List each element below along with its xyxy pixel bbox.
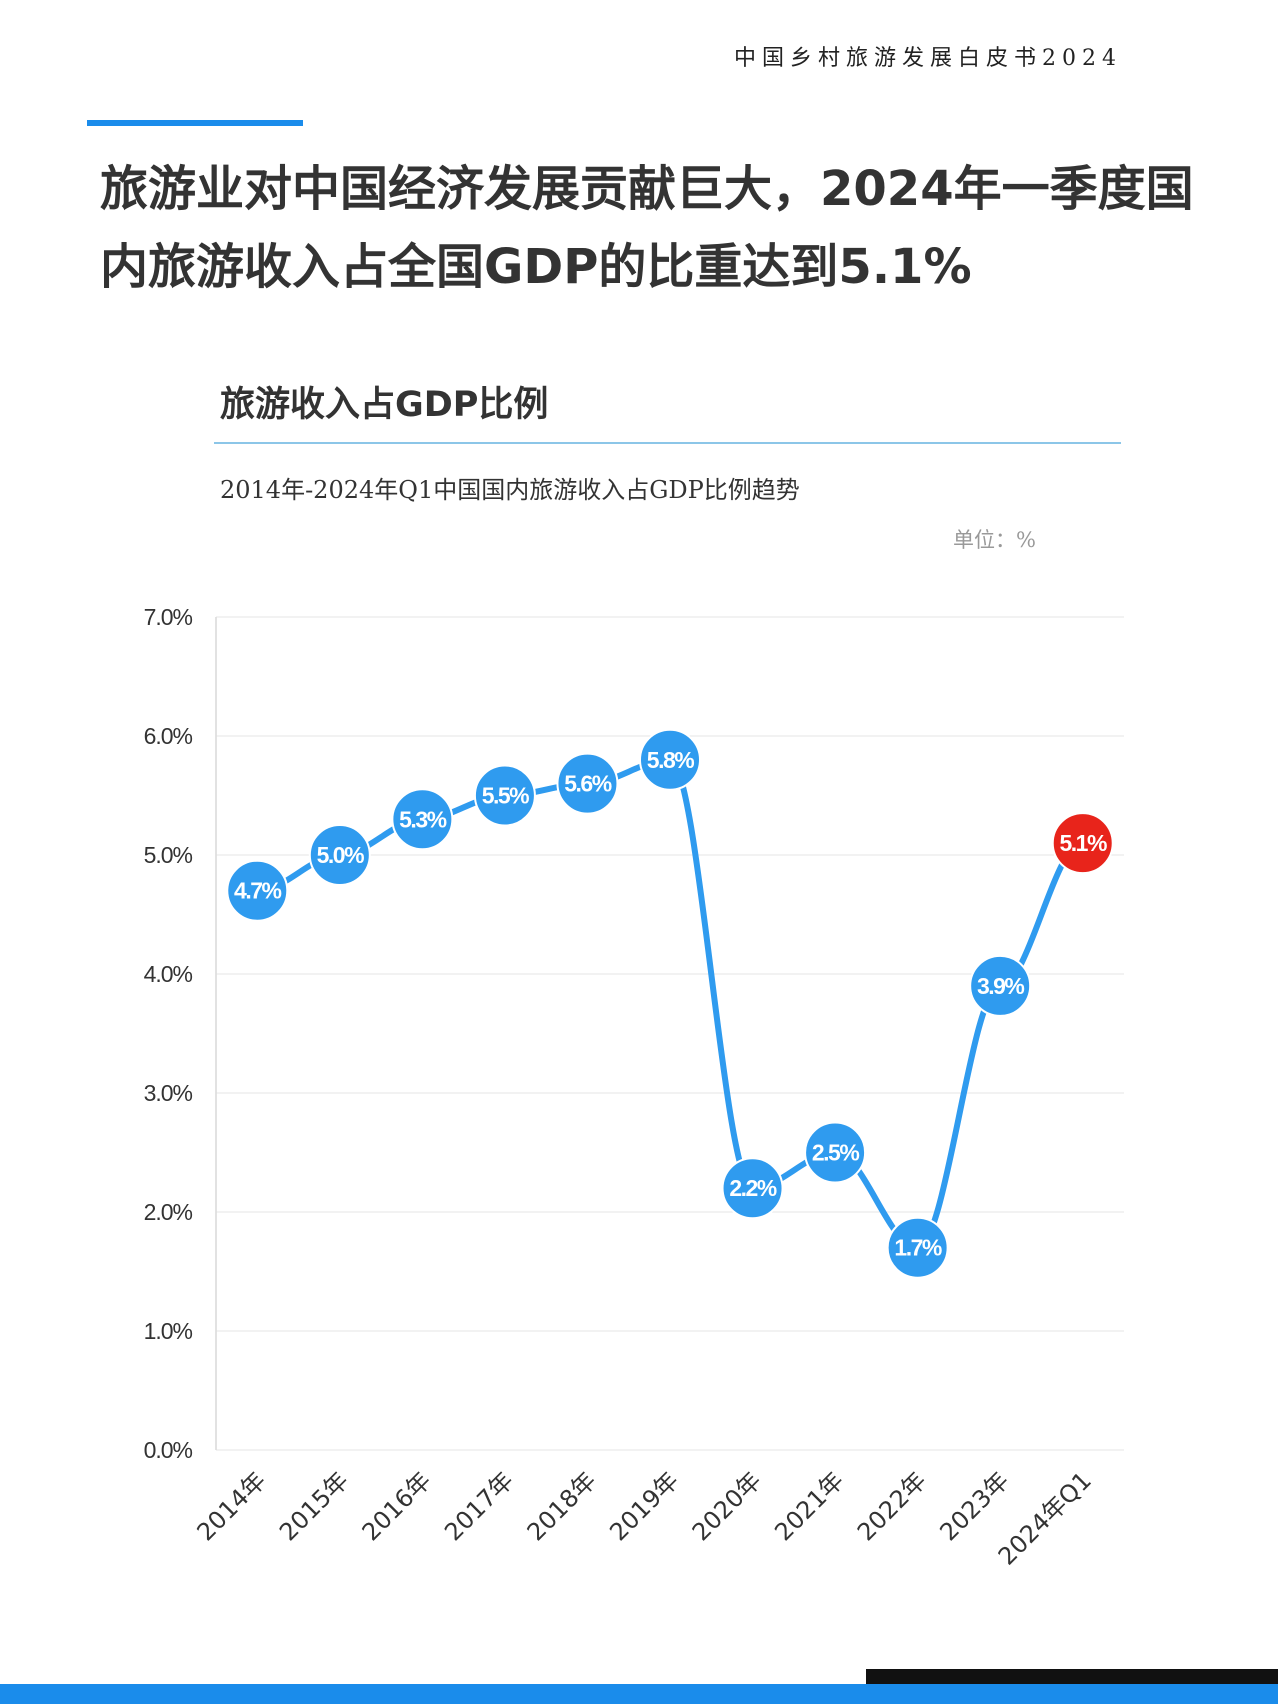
data-label: 2.2% <box>729 1175 776 1201</box>
y-tick-label: 0.0% <box>144 1437 193 1463</box>
unit-label: 单位：% <box>953 528 1036 552</box>
accent-bar <box>87 120 303 126</box>
x-tick-label: 2015年 <box>274 1466 354 1546</box>
data-label: 5.6% <box>564 771 611 797</box>
x-tick-label: 2020年 <box>687 1466 767 1546</box>
data-label: 5.5% <box>482 783 529 809</box>
data-label: 2.5% <box>812 1140 859 1166</box>
chart-subtitle: 2014年-2024年Q1中国国内旅游收入占GDP比例趋势 <box>220 476 800 504</box>
x-tick-label: 2019年 <box>604 1466 684 1546</box>
footer-black-bar <box>866 1669 1278 1686</box>
y-tick-label: 6.0% <box>144 723 193 749</box>
data-label: 3.9% <box>977 973 1024 999</box>
headline: 旅游业对中国经济发展贡献巨大，2024年一季度国内旅游收入占全国GDP的比重达到… <box>100 161 1194 295</box>
y-tick-label: 2.0% <box>144 1199 193 1225</box>
y-tick-label: 3.0% <box>144 1080 193 1106</box>
data-label: 5.0% <box>317 842 364 868</box>
data-point <box>969 954 1032 1017</box>
data-label: 5.3% <box>399 806 446 832</box>
data-point-highlight <box>1051 812 1114 875</box>
data-point <box>639 728 701 791</box>
data-point <box>556 752 619 815</box>
series-line <box>257 756 1084 1251</box>
x-tick-label: 2014年 <box>192 1466 272 1546</box>
data-label: 1.7% <box>894 1235 941 1261</box>
line-chart: 0.0%1.0%2.0%3.0%4.0%5.0%6.0%7.0%2014年 201… <box>144 604 1124 1571</box>
x-tick-label: 2021年 <box>769 1466 849 1546</box>
chart-title-rule <box>214 442 1121 444</box>
data-label: 4.7% <box>234 878 281 904</box>
data-label: 5.8% <box>647 747 694 773</box>
x-tick-label: 2018年 <box>522 1466 602 1546</box>
report-title: 中国乡村旅游发展白皮书2024 <box>734 46 1122 71</box>
data-point <box>473 764 536 827</box>
y-tick-label: 7.0% <box>144 604 193 630</box>
y-tick-label: 5.0% <box>144 842 193 868</box>
y-tick-label: 4.0% <box>144 961 193 987</box>
footer-blue-bar <box>0 1684 1278 1704</box>
data-point <box>391 788 454 851</box>
data-point <box>804 1121 867 1184</box>
data-label: 5.1% <box>1060 830 1107 856</box>
x-tick-label: 2023年 <box>934 1466 1014 1546</box>
x-tick-label: 2017年 <box>439 1466 519 1546</box>
data-point <box>886 1216 949 1279</box>
x-tick-label: 2022年 <box>852 1466 932 1546</box>
data-point <box>721 1157 784 1220</box>
data-point <box>226 859 289 922</box>
x-tick-label: 2016年 <box>357 1466 437 1546</box>
chart-title: 旅游收入占GDP比例 <box>220 385 549 425</box>
y-tick-label: 1.0% <box>144 1318 193 1344</box>
data-point <box>308 824 371 886</box>
